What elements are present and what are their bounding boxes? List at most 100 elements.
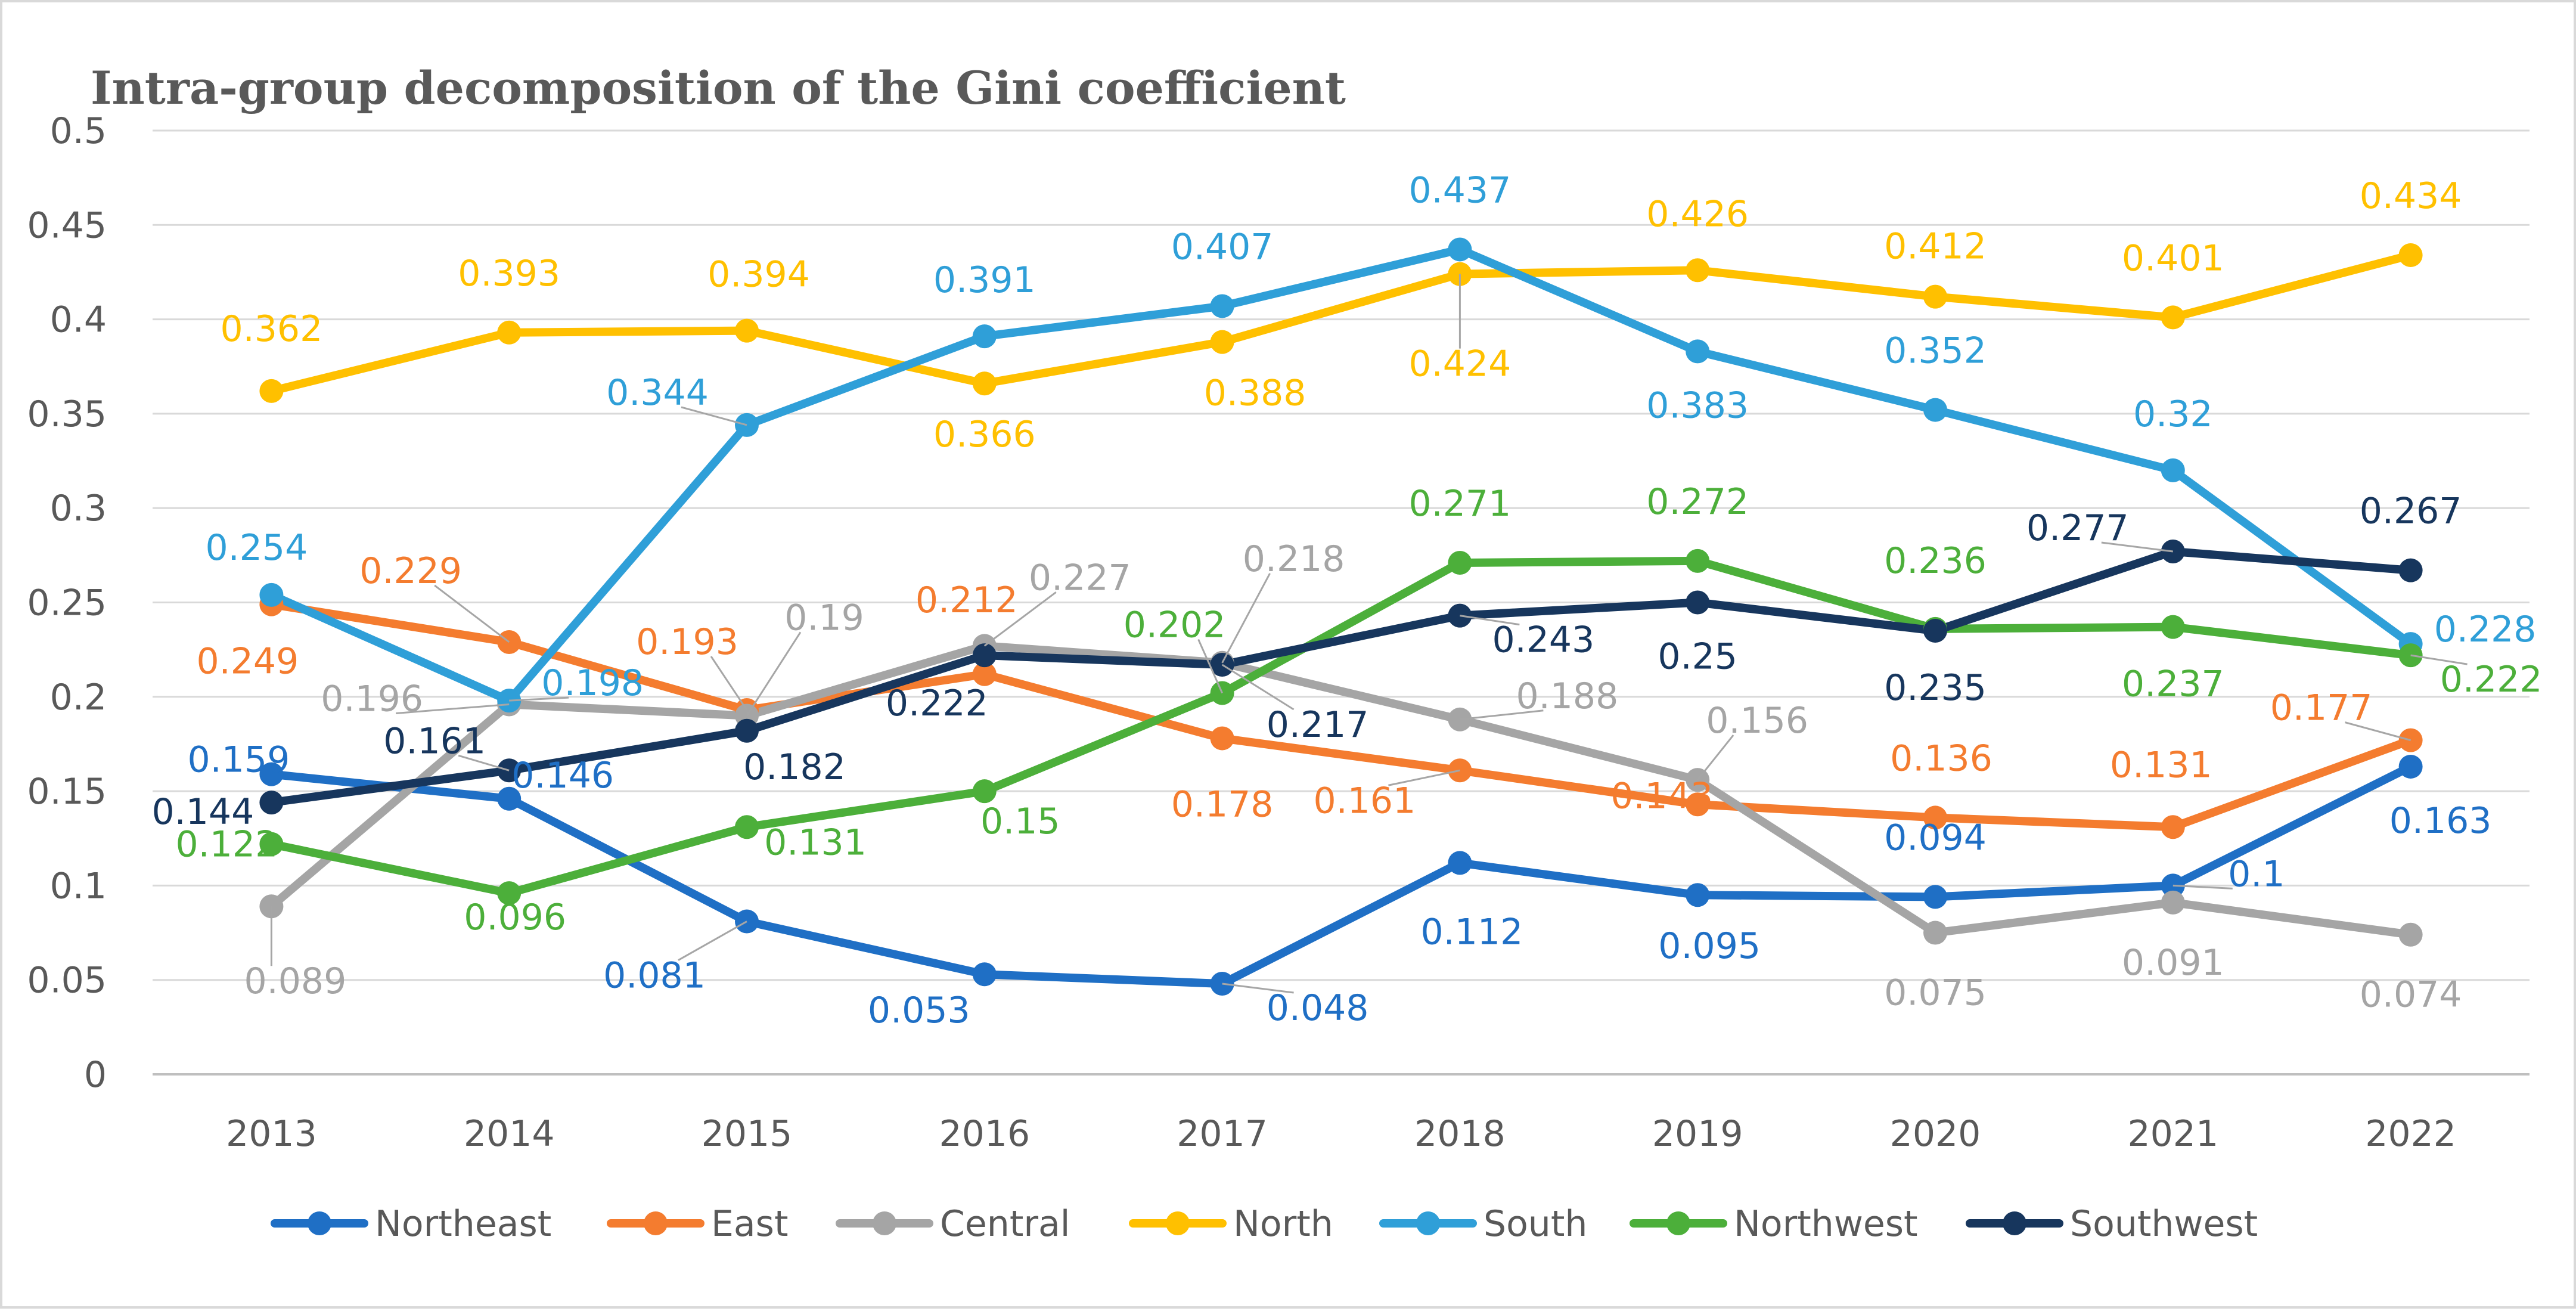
data-label-south: 0.352 <box>1884 330 1987 372</box>
data-point-east <box>972 662 997 686</box>
x-tick-label: 2020 <box>1890 1113 1981 1155</box>
legend-item-northeast: Northeast <box>271 1203 551 1245</box>
data-label-northeast: 0.095 <box>1658 925 1761 967</box>
data-point-northwest <box>1686 548 1710 573</box>
x-tick-label: 2016 <box>939 1113 1030 1155</box>
legend-item-east: East <box>607 1203 788 1245</box>
data-label-northeast: 0.048 <box>1267 987 1369 1029</box>
y-tick-label: 0.05 <box>27 960 107 1002</box>
data-label-south: 0.32 <box>2133 393 2213 435</box>
label-leader-line <box>1222 983 1294 994</box>
y-tick-label: 0.45 <box>27 204 107 246</box>
data-label-northwest: 0.271 <box>1409 483 1512 525</box>
data-label-north: 0.394 <box>707 254 810 296</box>
data-point-north <box>1923 284 1947 309</box>
data-label-southwest: 0.161 <box>383 720 486 762</box>
data-label-central: 0.091 <box>2122 942 2224 984</box>
legend-swatch-marker <box>308 1211 331 1235</box>
data-point-central <box>2398 922 2423 947</box>
data-point-northeast <box>259 762 284 786</box>
y-tick-label: 0 <box>84 1054 107 1096</box>
x-tick-label: 2017 <box>1177 1113 1268 1155</box>
data-label-northwest: 0.236 <box>1884 540 1987 582</box>
legend-swatch-marker <box>1416 1211 1440 1235</box>
series-line-south <box>267 245 2415 705</box>
legend-item-central: Central <box>836 1203 1070 1245</box>
y-tick-label: 0.15 <box>27 771 107 813</box>
data-point-north <box>259 379 284 403</box>
data-label-northwest: 0.222 <box>2440 659 2543 701</box>
data-point-southwest <box>735 718 759 743</box>
data-point-east <box>2161 815 2185 839</box>
data-label-east: 0.177 <box>2270 687 2373 729</box>
label-leader-line <box>509 696 569 702</box>
data-labels: 0.159 0.146 0.081 0.053 0.048 0.112 0.095 0.094… <box>152 169 2543 1031</box>
data-point-northeast <box>972 962 997 987</box>
data-label-north: 0.434 <box>2360 175 2462 217</box>
data-label-northeast: 0.094 <box>1884 817 1987 858</box>
legend-label: Central <box>940 1203 1070 1245</box>
data-point-south <box>259 582 284 607</box>
data-point-northwest <box>2161 615 2185 639</box>
data-label-central: 0.188 <box>1516 675 1619 717</box>
series-lines <box>259 237 2423 996</box>
data-point-south <box>972 324 997 349</box>
data-label-southwest: 0.222 <box>886 683 988 724</box>
data-label-east: 0.136 <box>1890 737 1992 779</box>
y-tick-label: 0.35 <box>27 393 107 435</box>
legend-swatch-marker <box>1666 1211 1690 1235</box>
legend-label: East <box>711 1203 788 1245</box>
data-point-northeast <box>1448 851 1472 875</box>
data-point-north <box>2161 305 2185 330</box>
data-point-north <box>2398 243 2423 267</box>
data-label-south: 0.198 <box>541 662 644 704</box>
data-label-southwest: 0.182 <box>743 746 846 788</box>
data-point-southwest <box>259 791 284 815</box>
data-label-central: 0.19 <box>784 597 864 639</box>
data-point-southwest <box>1686 590 1710 615</box>
legend-item-north: North <box>1129 1203 1333 1245</box>
data-label-southwest: 0.217 <box>1267 704 1369 746</box>
data-point-northwest <box>259 832 284 856</box>
label-leader-line <box>2172 884 2233 890</box>
data-point-north <box>735 318 759 343</box>
legend-swatch-marker <box>644 1211 668 1235</box>
legend-label: Northwest <box>1734 1203 1918 1245</box>
data-label-northeast: 0.146 <box>511 755 614 796</box>
data-label-northwest: 0.15 <box>980 801 1060 842</box>
data-label-north: 0.412 <box>1884 226 1987 268</box>
label-leader-line <box>1197 639 1223 694</box>
y-tick-label: 0.1 <box>50 865 107 907</box>
label-leader-line <box>434 584 510 643</box>
data-point-central <box>1923 921 1947 945</box>
data-label-south: 0.254 <box>206 527 308 569</box>
data-label-southwest: 0.243 <box>1492 619 1595 661</box>
data-label-northwest: 0.202 <box>1123 604 1226 646</box>
data-label-northwest: 0.237 <box>2122 664 2224 705</box>
data-label-northwest: 0.131 <box>764 822 867 863</box>
data-label-north: 0.393 <box>458 253 560 295</box>
label-leader-line <box>2101 541 2173 553</box>
data-label-north: 0.362 <box>221 308 323 350</box>
legend-label: Northeast <box>375 1203 551 1245</box>
series-line-east <box>267 600 2415 832</box>
y-tick-label: 0.3 <box>50 488 107 529</box>
data-label-northeast: 0.112 <box>1421 911 1523 953</box>
data-label-east: 0.161 <box>1314 780 1416 822</box>
x-tick-label: 2013 <box>226 1113 317 1155</box>
data-label-north: 0.424 <box>1409 343 1512 385</box>
data-label-southwest: 0.144 <box>152 791 255 833</box>
data-label-northeast: 0.081 <box>603 955 706 997</box>
label-leader-line <box>1221 573 1271 664</box>
label-leader-line <box>1388 769 1460 786</box>
data-point-northeast <box>2398 754 2423 779</box>
data-label-east: 0.212 <box>915 579 1018 621</box>
legend-item-southwest: Southwest <box>1966 1203 2258 1245</box>
series-line-northwest <box>267 556 2415 898</box>
legend-swatch-marker <box>1166 1211 1190 1235</box>
data-label-central: 0.196 <box>321 678 423 720</box>
data-label-central: 0.218 <box>1243 538 1345 580</box>
y-tick-label: 0.25 <box>27 582 107 624</box>
series-line-southwest <box>267 547 2415 807</box>
data-label-central: 0.089 <box>244 960 347 1002</box>
